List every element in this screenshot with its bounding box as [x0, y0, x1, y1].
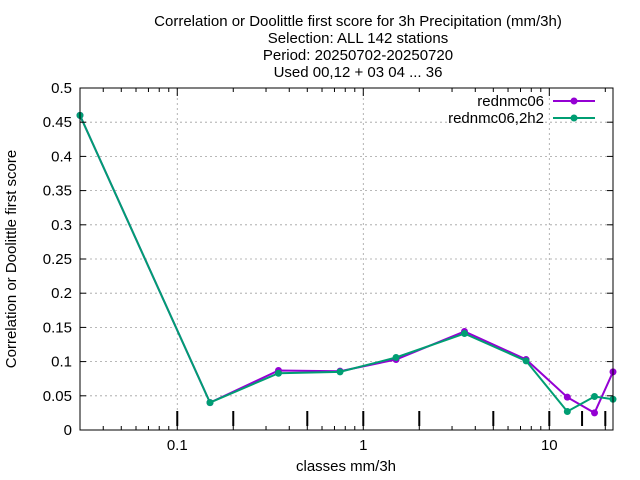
y-tick-label: 0.25	[43, 251, 72, 268]
data-point	[336, 368, 344, 376]
x-axis-label: classes mm/3h	[296, 458, 396, 475]
x-tick-label: 0.1	[167, 437, 188, 454]
title-line-1: Correlation or Doolittle first score for…	[154, 13, 562, 30]
y-axis-label: Correlation or Doolittle first score	[3, 150, 20, 368]
x-tick-label: 10	[541, 437, 558, 454]
data-point	[206, 399, 214, 407]
y-tick-label: 0.1	[51, 354, 72, 371]
legend-swatch-point-1	[570, 97, 578, 105]
series-layer	[76, 111, 617, 417]
legend-swatch-point-2	[570, 114, 578, 122]
title-line-2: Selection: ALL 142 stations	[268, 30, 448, 47]
y-tick-label: 0	[64, 422, 72, 439]
title-line-4: Used 00,12 + 03 04 ... 36	[274, 64, 443, 81]
data-point	[460, 330, 468, 338]
data-point	[522, 357, 530, 365]
title-line-3: Period: 20250702-20250720	[263, 47, 453, 64]
data-point	[563, 393, 571, 401]
legend-label-2: rednmc06,2h2	[448, 110, 544, 127]
data-point	[274, 369, 282, 377]
chart-title: Correlation or Doolittle first score for…	[154, 13, 562, 81]
y-tick-label: 0.15	[43, 319, 72, 336]
y-tick-label: 0.05	[43, 388, 72, 405]
y-tick-label: 0.35	[43, 183, 72, 200]
y-tick-label: 0.5	[51, 80, 72, 97]
y-tick-label: 0.45	[43, 114, 72, 131]
y-tick-label: 0.3	[51, 217, 72, 234]
y-tick-label: 0.4	[51, 148, 72, 165]
x-tick-label: 1	[359, 437, 367, 454]
y-tick-label: 0.2	[51, 285, 72, 302]
legend-label-1: rednmc06	[477, 93, 544, 110]
data-point	[392, 353, 400, 361]
data-point	[591, 392, 599, 400]
axis-ticks: 0 0.05 0.1 0.15 0.2 0.25 0.3 0.35 0.4 0.45 0.5 0.1 1…	[43, 80, 613, 454]
series-line-2	[79, 114, 614, 413]
class-markers	[176, 411, 607, 426]
data-point	[591, 409, 599, 417]
grid	[80, 88, 613, 430]
data-point	[563, 408, 571, 416]
